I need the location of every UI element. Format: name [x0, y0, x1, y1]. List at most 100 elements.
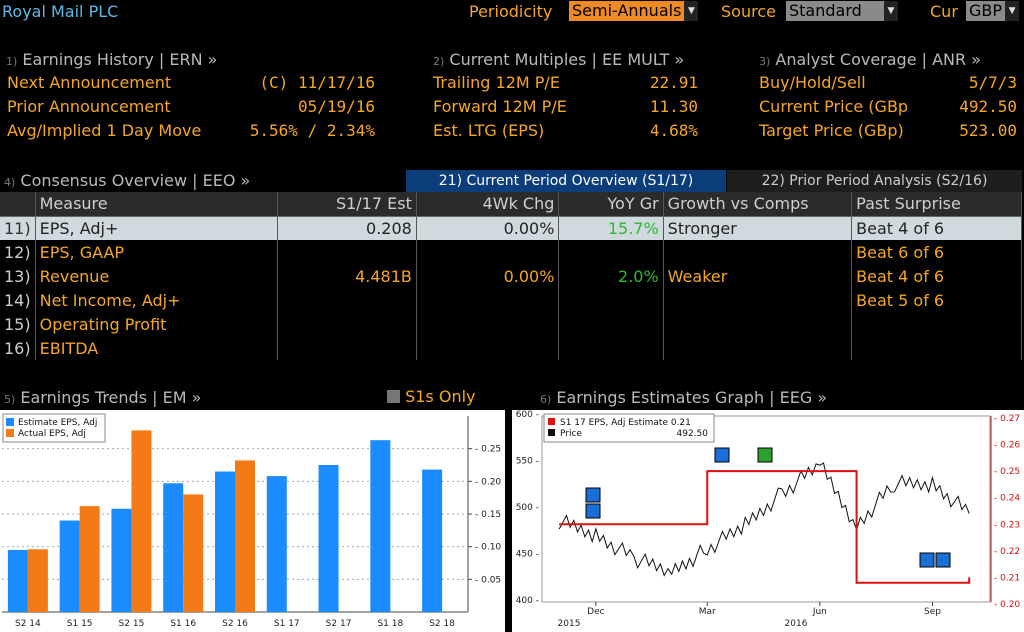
- price-line: [558, 462, 970, 577]
- table-row[interactable]: 14) Net Income, Adj+ Beat 5 of 6: [0, 288, 1022, 312]
- right-tick-label: - 0.20: [994, 600, 1020, 610]
- col-past-surprise: Past Surprise: [851, 192, 1022, 217]
- x-year-label: 2015: [558, 619, 581, 629]
- bar: [318, 465, 339, 612]
- table-header-row: Measure S1/17 Est 4Wk Chg YoY Gr Growth …: [0, 192, 1022, 217]
- analyst-coverage-panel: Buy/Hold/Sell 5/7/3 Current Price (GBp 492…: [759, 73, 1017, 145]
- current-multiples-panel: Trailing 12M P/E 22.91 Forward 12M P/E 11.…: [433, 73, 698, 145]
- list-item: Current Price (GBp 492.50: [759, 97, 1017, 116]
- legend-label: S1 17 EPS, Adj Estimate 0.21: [560, 418, 691, 428]
- x-tick-label: Mar: [699, 607, 716, 617]
- legend-box: [543, 413, 715, 443]
- current-multiples-link[interactable]: 2) Current Multiples | EE MULT »: [433, 50, 685, 69]
- right-tick-label: - 0.23: [994, 520, 1020, 530]
- s1s-only-label: S1s Only: [405, 387, 476, 406]
- periodicity-dropdown[interactable]: Semi-Annuals ▼: [569, 1, 699, 21]
- table-row[interactable]: 13) Revenue 4.481B 0.00% 2.0% Weaker Bea…: [0, 264, 1022, 288]
- bar: [422, 469, 443, 612]
- x-tick-label: S2 14: [15, 619, 41, 629]
- legend-label: Price: [560, 429, 582, 439]
- estimates-graph-link[interactable]: 6) Earnings Estimates Graph | EEG »: [540, 388, 828, 407]
- earnings-history-link[interactable]: 1) Earnings History | ERN »: [6, 50, 218, 69]
- currency-dropdown[interactable]: GBP ▼: [966, 1, 1020, 21]
- left-tick-label: 500 -: [516, 503, 539, 513]
- y-tick-label: - 0.25: [475, 445, 501, 455]
- left-tick-label: 600 -: [516, 410, 539, 420]
- bar: [235, 460, 255, 612]
- tab-current-period[interactable]: 21) Current Period Overview (S1/17): [406, 170, 726, 192]
- earnings-trends-chart: - 0.05 - 0.10 - 0.15 - 0.20 - 0.25 S2 14 S1 15…: [0, 410, 505, 632]
- x-tick-label: S1 16: [170, 619, 196, 629]
- right-tick-label: - 0.21: [994, 573, 1020, 583]
- legend-label: Estimate EPS, Adj: [18, 418, 97, 428]
- estimate-line: [559, 470, 971, 584]
- currency-value: GBP: [966, 1, 1006, 21]
- y-tick-label: - 0.05: [475, 575, 501, 585]
- legend-swatch: [548, 429, 555, 436]
- right-tick-label: - 0.24: [994, 494, 1020, 504]
- estimates-graph-title: Earnings Estimates Graph | EEG »: [556, 388, 828, 407]
- list-item: Trailing 12M P/E 22.91: [433, 73, 698, 92]
- tab-prior-period[interactable]: 22) Prior Period Analysis (S2/16): [727, 170, 1022, 192]
- bar: [27, 549, 48, 612]
- y-tick-label: - 0.20: [475, 477, 501, 487]
- col-4wk-chg: 4Wk Chg: [416, 192, 560, 217]
- bar: [163, 483, 184, 612]
- earnings-history-title: Earnings History | ERN »: [22, 50, 218, 69]
- consensus-table: Measure S1/17 Est 4Wk Chg YoY Gr Growth …: [0, 192, 1022, 360]
- periodicity-label: Periodicity: [469, 2, 553, 21]
- x-tick-label: S2 18: [429, 619, 455, 629]
- col-yoy: YoY Gr: [558, 192, 664, 217]
- bar: [266, 476, 287, 612]
- table-row[interactable]: 12) EPS, GAAP Beat 6 of 6: [0, 240, 1022, 264]
- x-tick-label: S1 17: [274, 619, 300, 629]
- legend-label: Actual EPS, Adj: [18, 429, 86, 439]
- x-tick-label: S2 17: [326, 619, 352, 629]
- right-tick-label: - 0.22: [994, 547, 1020, 557]
- bar: [215, 471, 235, 612]
- bar: [370, 440, 391, 612]
- estimates-graph-svg: 400 - 450 - 500 - 550 - 600 - - 0.20 - 0.21 - 0…: [516, 410, 1021, 629]
- x-tick-label: S2 15: [119, 619, 145, 629]
- list-item: Buy/Hold/Sell 5/7/3: [759, 73, 1017, 92]
- legend-box: [2, 413, 106, 443]
- table-row[interactable]: 15) Operating Profit: [0, 312, 1022, 336]
- x-year-label: 2016: [785, 619, 808, 629]
- x-tick-label: S1 18: [377, 619, 403, 629]
- col-est: S1/17 Est: [277, 192, 417, 217]
- list-item: Next Announcement (C) 11/17/16: [7, 73, 375, 92]
- event-marker: [585, 487, 601, 503]
- table-row[interactable]: 16) EBITDA: [0, 336, 1022, 360]
- x-tick-label: Dec: [587, 607, 604, 617]
- chevron-down-icon: ▼: [884, 1, 898, 21]
- right-tick-label: - 0.27: [994, 414, 1020, 424]
- currency-label: Cur: [930, 2, 958, 21]
- consensus-overview-link[interactable]: 4) Consensus Overview | EEO »: [4, 171, 251, 190]
- table-row[interactable]: 11) EPS, Adj+ 0.208 0.00% 15.7% Stronger…: [0, 216, 1022, 240]
- bar: [59, 520, 80, 612]
- list-item: Avg/Implied 1 Day Move 5.56% / 2.34%: [7, 121, 375, 140]
- list-item: Forward 12M P/E 11.30: [433, 97, 698, 116]
- s1s-only-toggle[interactable]: S1s Only: [387, 387, 476, 406]
- earnings-trends-link[interactable]: 5) Earnings Trends | EM »: [4, 388, 202, 407]
- analyst-coverage-link[interactable]: 3) Analyst Coverage | ANR »: [759, 50, 982, 69]
- chevron-down-icon: ▼: [1005, 1, 1020, 21]
- list-item: Est. LTG (EPS) 4.68%: [433, 121, 698, 140]
- left-tick-label: 550 -: [516, 457, 539, 467]
- analyst-coverage-title: Analyst Coverage | ANR »: [775, 50, 982, 69]
- list-item: Target Price (GBp) 523.00: [759, 121, 1017, 140]
- event-marker: [935, 552, 951, 568]
- right-tick-label: - 0.26: [994, 441, 1020, 451]
- event-marker: [714, 447, 730, 463]
- col-measure: Measure: [35, 192, 278, 217]
- x-tick-label: Jun: [812, 607, 827, 617]
- legend-swatch: [548, 418, 555, 425]
- bar: [183, 494, 204, 612]
- right-tick-label: - 0.25: [994, 467, 1020, 477]
- earnings-history-panel: Next Announcement (C) 11/17/16 Prior Anno…: [7, 73, 375, 145]
- col-growth-vs-comps: Growth vs Comps: [663, 192, 853, 217]
- periodicity-value: Semi-Annuals: [569, 1, 685, 21]
- source-dropdown[interactable]: Standard ▼: [786, 1, 898, 21]
- current-multiples-title: Current Multiples | EE MULT »: [449, 50, 685, 69]
